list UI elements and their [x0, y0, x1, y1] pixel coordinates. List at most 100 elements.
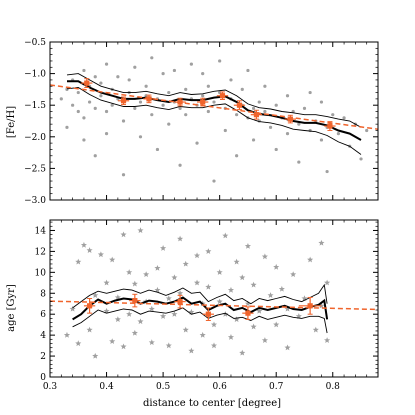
scatter-point-92: [325, 169, 329, 174]
y-tick-label-4: −1.0: [24, 70, 46, 80]
scatter-star-10: [103, 307, 110, 314]
scatter-point-17: [104, 109, 109, 114]
bin-marker-5: [307, 303, 313, 309]
x-tick-label-3: 0.6: [212, 382, 227, 392]
y-tick-label-0: 0: [40, 373, 46, 383]
running-upper-line: [72, 283, 328, 309]
scatter-star-69: [273, 321, 280, 328]
scatter-point-52: [201, 94, 205, 98]
scatter-star-55: [227, 334, 235, 340]
scatter-point-2: [65, 125, 69, 129]
panel-metallicity: −3.0 −2.5 −2.0 −1.5 −1.0 −0.5 [Fe/H]: [6, 38, 379, 206]
y-tick-label-7: 14: [35, 226, 47, 236]
scatter-star-26: [148, 339, 155, 346]
scatter-star-23: [137, 318, 144, 325]
scatter-point-47: [184, 113, 188, 117]
bin-marker-9: [327, 123, 333, 129]
scatter-star-60: [244, 300, 251, 307]
y-tick-label-3: −1.5: [24, 101, 46, 111]
scatter-star-25: [143, 271, 150, 278]
scatter-star-29: [154, 286, 161, 293]
scatter-point-78: [274, 147, 278, 152]
scatter-star-78: [318, 239, 325, 246]
scatter-star-0: [63, 331, 71, 338]
bin-marker-0: [84, 80, 90, 86]
x-tick-label-1: 0.4: [99, 382, 114, 392]
scatter-point-90: [319, 100, 324, 104]
scatter-star-41: [188, 347, 195, 354]
bin-marker-6: [236, 102, 243, 108]
scatter-point-15: [99, 94, 103, 98]
scatter-star-51: [216, 298, 223, 305]
scatter-star-54: [227, 286, 235, 293]
scatter-star-65: [261, 253, 268, 260]
scatter-point-0: [59, 97, 63, 101]
scatter-star-74: [295, 313, 302, 319]
scatter-star-68: [273, 263, 280, 270]
y-tick-label-1: −2.5: [24, 164, 46, 174]
y-tick-label-2: 4: [40, 331, 46, 341]
scatter-point-99: [365, 128, 369, 133]
scatter-star-13: [109, 256, 116, 263]
scatter-point-11: [87, 100, 92, 104]
scatter-point-94: [336, 132, 341, 136]
scatter-star-34: [171, 274, 178, 281]
bin-marker-1: [120, 98, 127, 104]
scatter-star-48: [210, 321, 218, 328]
scatter-point-32: [144, 84, 148, 88]
running-median-line: [67, 80, 362, 141]
scatter-star-19: [126, 311, 133, 317]
scatter-point-45: [178, 163, 182, 167]
scatter-point-38: [161, 103, 165, 107]
scatter-star-71: [284, 305, 291, 312]
scatter-point-30: [138, 100, 143, 104]
scatter-star-16: [120, 231, 127, 238]
scatter-star-76: [307, 256, 314, 263]
scatter-point-69: [246, 68, 250, 73]
scatter-star-2: [75, 258, 82, 265]
scatter-star-12: [109, 338, 116, 344]
scatter-star-31: [160, 245, 167, 251]
scatter-point-54: [206, 109, 210, 114]
scatter-point-21: [110, 103, 114, 107]
plot-layer-top: [49, 56, 379, 183]
scatter-point-34: [150, 113, 154, 117]
x-axis-label-distance: distance to center [degree]: [143, 398, 281, 409]
scatter-star-77: [312, 326, 319, 333]
scatter-point-5: [76, 109, 80, 114]
x-tick-label-4: 0.7: [269, 382, 284, 392]
scatter-star-43: [193, 252, 201, 259]
scatter-point-75: [263, 84, 267, 88]
scatter-star-9: [97, 251, 104, 258]
scatter-star-20: [131, 280, 138, 287]
scatter-star-46: [205, 248, 212, 254]
scatter-point-89: [319, 138, 324, 142]
scatter-point-27: [127, 78, 131, 82]
scatter-star-63: [250, 281, 257, 288]
y-tick-label-2: −2.0: [24, 133, 46, 143]
bin-marker-1: [132, 297, 138, 304]
scatter-star-32: [165, 295, 172, 302]
scatter-point-13: [93, 106, 97, 110]
scatter-point-14: [93, 154, 97, 158]
bin-marker-4: [245, 310, 251, 316]
scatter-star-50: [216, 269, 223, 275]
y-axis-label-age: age [Gyr]: [6, 284, 17, 332]
plot-frame-top: [49, 41, 379, 201]
scatter-point-55: [206, 84, 210, 88]
scatter-star-28: [154, 264, 161, 271]
scatter-star-49: [210, 342, 218, 349]
plot-frame-bottom: [49, 219, 379, 378]
scatter-star-27: [148, 305, 155, 312]
scatter-point-80: [285, 94, 290, 98]
scatter-point-40: [167, 90, 171, 95]
scatter-point-95: [342, 116, 346, 120]
y-tick-label-0: −3.0: [24, 196, 46, 206]
scatter-point-44: [178, 106, 182, 110]
scatter-star-67: [267, 292, 274, 298]
scatter-point-77: [274, 103, 278, 107]
scatter-point-83: [297, 122, 301, 126]
scatter-point-71: [251, 138, 256, 142]
